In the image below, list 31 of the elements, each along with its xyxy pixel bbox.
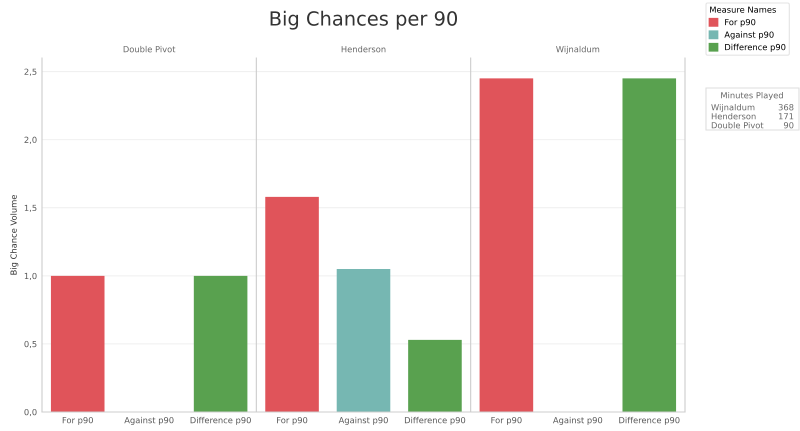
- y-tick-label: 1,5: [24, 204, 36, 212]
- category-label: Henderson: [712, 112, 756, 120]
- legend-title: Measure Names: [710, 6, 776, 13]
- data-label: 90: [784, 122, 794, 128]
- y-tick-label: 1,0: [24, 272, 37, 280]
- legend-label: Difference p90: [725, 44, 786, 52]
- x-tick-label: Against p90: [124, 416, 174, 425]
- x-tick-label: For p90: [277, 417, 308, 425]
- x-tick-label: Difference p90: [404, 416, 466, 425]
- y-tick-label: 0,5: [24, 340, 36, 348]
- x-tick-label: For p90: [62, 417, 93, 425]
- y-axis-title: Big Chance Volume: [10, 195, 18, 275]
- legend-label: Against p90: [724, 31, 774, 40]
- x-tick-label: Against p90: [552, 416, 602, 425]
- category-label: Wijnaldum: [711, 104, 754, 112]
- x-tick-label: Difference p90: [619, 416, 680, 425]
- x-tick-label: Difference p90: [190, 416, 251, 425]
- chart-subtitle: Wijnaldum: [556, 46, 600, 54]
- category-label: Double Pivot: [712, 122, 764, 128]
- data-label: 171: [779, 113, 794, 120]
- y-tick-label: 2,0: [24, 136, 37, 144]
- x-tick-label: For p90: [491, 417, 522, 425]
- y-tick-label: 0,0: [24, 408, 37, 416]
- text: Minutes Played: [721, 92, 783, 100]
- x-tick-label: Against p90: [338, 416, 388, 425]
- chart-subtitle: Double Pivot: [124, 46, 176, 52]
- data-label: 368: [778, 104, 794, 110]
- chart-subtitle: Henderson: [342, 46, 386, 52]
- text: Big Chances per 90: [270, 10, 458, 30]
- y-tick-label: 2,5: [24, 68, 36, 76]
- legend-label: For p90: [725, 18, 756, 27]
